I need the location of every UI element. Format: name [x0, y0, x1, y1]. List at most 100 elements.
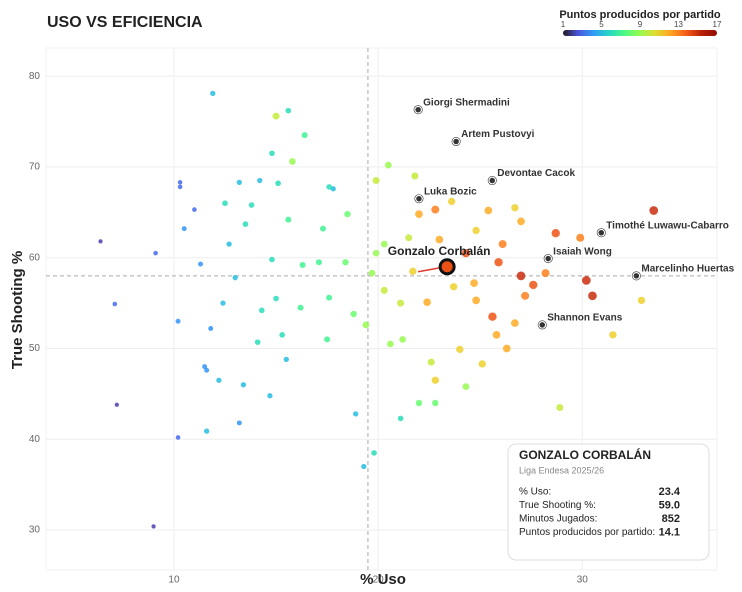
point: [285, 107, 292, 114]
point: [415, 210, 423, 218]
point: [576, 233, 585, 242]
point: [242, 221, 249, 227]
point: [216, 377, 222, 383]
y-tick-label: 50: [29, 343, 41, 354]
point-label: Devontae Cacok: [497, 168, 575, 179]
point: [342, 259, 349, 266]
point: [275, 180, 281, 187]
point: [609, 331, 617, 339]
point: [405, 234, 413, 242]
point: [324, 336, 331, 343]
point: [269, 150, 275, 157]
point: [492, 331, 501, 339]
point-label: Shannon Evans: [547, 313, 622, 324]
point: [411, 172, 419, 180]
point: [472, 296, 480, 305]
point: [285, 216, 292, 223]
point: [517, 217, 525, 226]
y-tick-label: 70: [29, 162, 41, 173]
point: [326, 294, 333, 301]
point: [516, 271, 526, 281]
colorbar-title: Puntos producidos por partido: [559, 9, 721, 21]
point: [175, 435, 181, 440]
point: [289, 158, 296, 165]
labeled-point: [543, 254, 553, 263]
point: [397, 299, 405, 307]
point: [431, 376, 439, 384]
point: [361, 463, 367, 470]
x-tick-label: 20: [373, 575, 385, 586]
point: [431, 205, 440, 214]
colorbar-tick-label: 17: [713, 20, 722, 29]
point: [240, 382, 247, 388]
labeled-ring: [414, 194, 424, 204]
info-row-label: % Uso:: [519, 487, 551, 498]
point-label: Artem Pustovyi: [461, 129, 535, 140]
point: [320, 225, 327, 232]
point: [387, 340, 394, 348]
labeled-ring: [631, 271, 641, 281]
point: [502, 344, 511, 353]
point: [415, 399, 423, 407]
info-row-value: 852: [662, 513, 680, 525]
point-label: Isaiah Wong: [553, 246, 612, 257]
info-row-label: True Shooting %:: [519, 500, 596, 511]
labeled-ring: [451, 137, 461, 147]
info-row-value: 23.4: [659, 486, 681, 498]
point: [488, 312, 497, 321]
labeled-point: [632, 271, 641, 281]
point: [202, 364, 208, 370]
colorbar-tick-label: 9: [638, 20, 643, 29]
highlight-point: [438, 258, 456, 276]
point: [297, 304, 304, 311]
point: [649, 206, 659, 215]
highlight-label: Gonzalo Corbalán: [388, 244, 491, 258]
info-row-label: Puntos producidos por partido:: [519, 527, 655, 538]
point-label: Marcelinho Huertas: [641, 264, 734, 275]
point: [582, 276, 591, 285]
point: [175, 318, 181, 324]
point: [226, 241, 232, 247]
info-box: GONZALO CORBALÁN Liga Endesa 2025/26 % U…: [507, 443, 710, 561]
point: [447, 197, 456, 206]
colorbar: [563, 30, 717, 36]
point: [462, 383, 470, 390]
y-tick-label: 30: [29, 525, 41, 536]
point: [112, 301, 118, 307]
point: [151, 524, 156, 529]
point: [484, 206, 493, 215]
point: [372, 249, 380, 257]
point: [299, 261, 306, 268]
point: [423, 298, 431, 307]
point: [283, 356, 289, 363]
point: [498, 240, 507, 249]
point: [257, 177, 263, 184]
point: [301, 132, 308, 139]
point: [153, 250, 158, 256]
point: [232, 275, 238, 281]
point: [397, 415, 404, 422]
y-axis-label: True Shooting %: [9, 251, 26, 369]
labeled-point: [451, 137, 461, 146]
point: [432, 399, 439, 407]
point-label: Luka Bozic: [424, 186, 477, 197]
labeled-ring: [543, 254, 553, 264]
labeled-point: [597, 228, 606, 237]
y-tick-label: 80: [29, 71, 41, 82]
point: [254, 339, 261, 345]
x-tick-label: 30: [577, 575, 589, 586]
point: [637, 296, 646, 305]
point: [435, 235, 444, 244]
point: [208, 326, 214, 331]
point: [385, 161, 392, 169]
point: [461, 248, 471, 258]
colorbar-tick-label: 5: [599, 20, 604, 29]
point: [353, 411, 359, 417]
x-tick-label: 10: [168, 575, 180, 586]
info-subtitle: Liga Endesa 2025/26: [519, 465, 604, 475]
point: [409, 267, 417, 275]
labeled-ring: [413, 105, 423, 115]
point: [98, 239, 103, 244]
point: [494, 258, 503, 267]
